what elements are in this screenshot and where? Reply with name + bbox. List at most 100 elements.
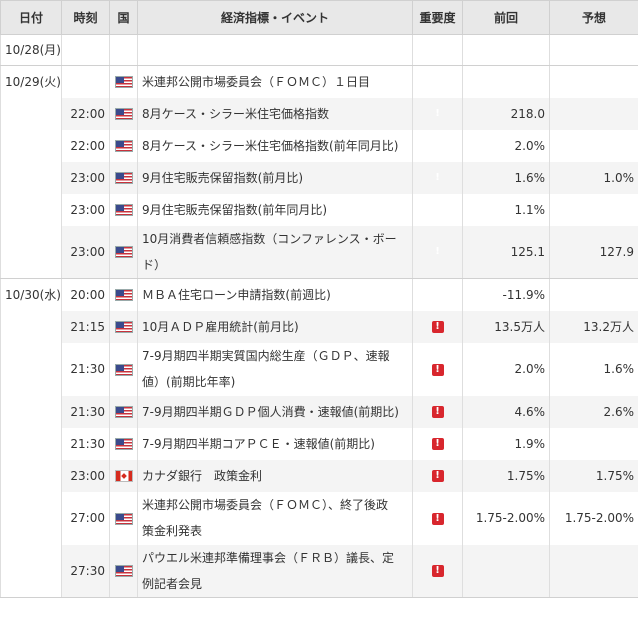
empty-cell: [61, 34, 110, 66]
forecast-value: 1.75%: [549, 459, 638, 492]
importance-cell: !: [412, 427, 463, 460]
event-row[interactable]: 23:00 9月住宅販売保留指数(前月比)! 1.6% 1.0%: [1, 161, 638, 194]
importance-high-icon: !: [431, 470, 444, 482]
previous-value: 1.1%: [462, 193, 550, 226]
previous-value: [462, 65, 550, 98]
event-name-line: 例記者会見: [142, 576, 203, 591]
importance-cell: !: [412, 544, 463, 598]
importance-medium-icon: !: [435, 204, 440, 215]
country-cell: [109, 129, 138, 162]
economic-calendar-table: 日付 時刻 国 経済指標・イベント 重要度 前回 予想 10/28(月) 10/2…: [0, 0, 638, 598]
header-previous: 前回: [462, 0, 550, 35]
event-row[interactable]: 10/29(火) 米連邦公開市場委員会（ＦＯＭＣ）１日目!: [0, 65, 638, 279]
event-name-line: 7-9月期四半期実質国内総生産（ＧＤＰ、速報: [142, 349, 390, 363]
event-name[interactable]: ＭＢＡ住宅ローン申請指数(前週比): [137, 278, 413, 311]
forecast-value: [549, 427, 638, 460]
time-cell: 21:30: [61, 395, 110, 428]
importance-cell: !: [412, 278, 463, 311]
empty-cell: [462, 34, 550, 66]
country-cell: [109, 225, 138, 279]
event-row[interactable]: 22:00 8月ケース・シラー米住宅価格指数! 218.0: [1, 97, 638, 130]
event-row[interactable]: 27:00 米連邦公開市場委員会（ＦＯＭＣ）、終了後政 策金利発表! 1.75-2.0…: [1, 491, 638, 545]
time-cell: [61, 65, 110, 98]
country-cell: [109, 491, 138, 545]
previous-value: 1.6%: [462, 161, 550, 194]
event-row[interactable]: 21:30 7-9月期四半期コアＰＣＥ・速報値(前期比)! 1.9%: [1, 427, 638, 460]
forecast-value: 13.2万人: [549, 310, 638, 343]
header-event: 経済指標・イベント: [137, 0, 413, 35]
importance-medium-icon: !: [435, 108, 440, 119]
event-name-line: ド）: [142, 257, 167, 272]
event-row[interactable]: 21:30 7-9月期四半期ＧＤＰ個人消費・速報値(前期比)! 4.6% 2.6%: [1, 395, 638, 428]
importance-high-icon: !: [431, 321, 444, 333]
us-flag-icon: [114, 108, 133, 120]
time-cell: 22:00: [61, 97, 110, 130]
importance-high-icon: !: [431, 438, 444, 450]
previous-value: 2.0%: [462, 129, 550, 162]
time-cell: 23:00: [61, 459, 110, 492]
event-name[interactable]: 8月ケース・シラー米住宅価格指数: [137, 97, 413, 130]
event-name[interactable]: 9月住宅販売保留指数(前月比): [137, 161, 413, 194]
forecast-value: 1.75-2.00%: [549, 491, 638, 545]
event-name[interactable]: 10月消費者信頼感指数（コンファレンス・ボー ド）: [137, 225, 413, 279]
event-row[interactable]: 23:00 9月住宅販売保留指数(前年同月比)! 1.1%: [1, 193, 638, 226]
forecast-value: [549, 193, 638, 226]
event-name[interactable]: パウエル米連邦準備理事会（ＦＲＢ）議長、定 例記者会見: [137, 544, 413, 598]
event-row[interactable]: 21:30 7-9月期四半期実質国内総生産（ＧＤＰ、速報 値）(前期比年率)! 2.0…: [1, 342, 638, 396]
forecast-value: 127.9: [549, 225, 638, 279]
event-row[interactable]: 23:00 カナダ銀行 政策金利! 1.75% 1.75%: [1, 459, 638, 492]
us-flag-icon: [114, 363, 133, 376]
forecast-value: [549, 129, 638, 162]
event-row[interactable]: 22:00 8月ケース・シラー米住宅価格指数(前年同月比)! 2.0%: [1, 129, 638, 162]
empty-cell: [549, 34, 638, 66]
forecast-value: 1.0%: [549, 161, 638, 194]
forecast-value: [549, 278, 638, 311]
event-name[interactable]: 10月ＡＤＰ雇用統計(前月比): [137, 310, 413, 343]
event-row[interactable]: 10/30(水) 20:00 ＭＢＡ住宅ローン申請指数(前週比)! -11.9%: [0, 278, 638, 598]
us-flag-icon: [114, 246, 133, 259]
country-cell: [109, 310, 138, 343]
forecast-value: 2.6%: [549, 395, 638, 428]
country-cell: [109, 342, 138, 396]
event-name[interactable]: 7-9月期四半期ＧＤＰ個人消費・速報値(前期比): [137, 395, 413, 428]
country-cell: [109, 395, 138, 428]
event-name[interactable]: 米連邦公開市場委員会（ＦＯＭＣ）、終了後政 策金利発表: [137, 491, 413, 545]
us-flag-icon: [114, 565, 133, 578]
us-flag-icon: [114, 289, 133, 302]
us-flag-icon: [114, 438, 133, 450]
importance-high-icon: !: [431, 565, 444, 578]
us-flag-icon: [114, 172, 133, 184]
date-cell: 10/29(火): [0, 65, 62, 279]
event-row[interactable]: 27:30 パウエル米連邦準備理事会（ＦＲＢ）議長、定 例記者会見!: [1, 544, 638, 598]
event-name-line: 10月消費者信頼感指数（コンファレンス・ボー: [142, 231, 397, 246]
event-row[interactable]: 23:00 10月消費者信頼感指数（コンファレンス・ボー ド）! 125.1 127.9: [1, 225, 638, 279]
importance-medium-icon: !: [435, 140, 440, 151]
importance-medium-icon: !: [435, 246, 440, 258]
importance-cell: !: [412, 161, 463, 194]
event-name[interactable]: 9月住宅販売保留指数(前年同月比): [137, 193, 413, 226]
event-name[interactable]: 7-9月期四半期コアＰＣＥ・速報値(前期比): [137, 427, 413, 460]
event-name[interactable]: 8月ケース・シラー米住宅価格指数(前年同月比): [137, 129, 413, 162]
event-name[interactable]: カナダ銀行 政策金利: [137, 459, 413, 492]
importance-cell: !: [412, 129, 463, 162]
country-cell: [109, 161, 138, 194]
previous-value: 1.75%: [462, 459, 550, 492]
previous-value: -11.9%: [462, 278, 550, 311]
previous-value: 4.6%: [462, 395, 550, 428]
header-forecast: 予想: [549, 0, 638, 35]
event-name-line: 策金利発表: [142, 524, 203, 538]
forecast-value: 1.6%: [549, 342, 638, 396]
event-name[interactable]: 7-9月期四半期実質国内総生産（ＧＤＰ、速報 値）(前期比年率): [137, 342, 413, 396]
header-date: 日付: [0, 0, 62, 35]
us-flag-icon: [114, 76, 133, 89]
importance-cell: !: [412, 193, 463, 226]
forecast-value: [549, 97, 638, 130]
importance-medium-icon: !: [435, 289, 440, 301]
previous-value: 218.0: [462, 97, 550, 130]
country-cell: [109, 193, 138, 226]
importance-cell: !: [412, 342, 463, 396]
us-flag-icon: [114, 140, 133, 152]
country-cell: [109, 459, 138, 492]
event-row[interactable]: 21:15 10月ＡＤＰ雇用統計(前月比)! 13.5万人 13.2万人: [1, 310, 638, 343]
event-name[interactable]: 米連邦公開市場委員会（ＦＯＭＣ）１日目: [137, 65, 413, 98]
